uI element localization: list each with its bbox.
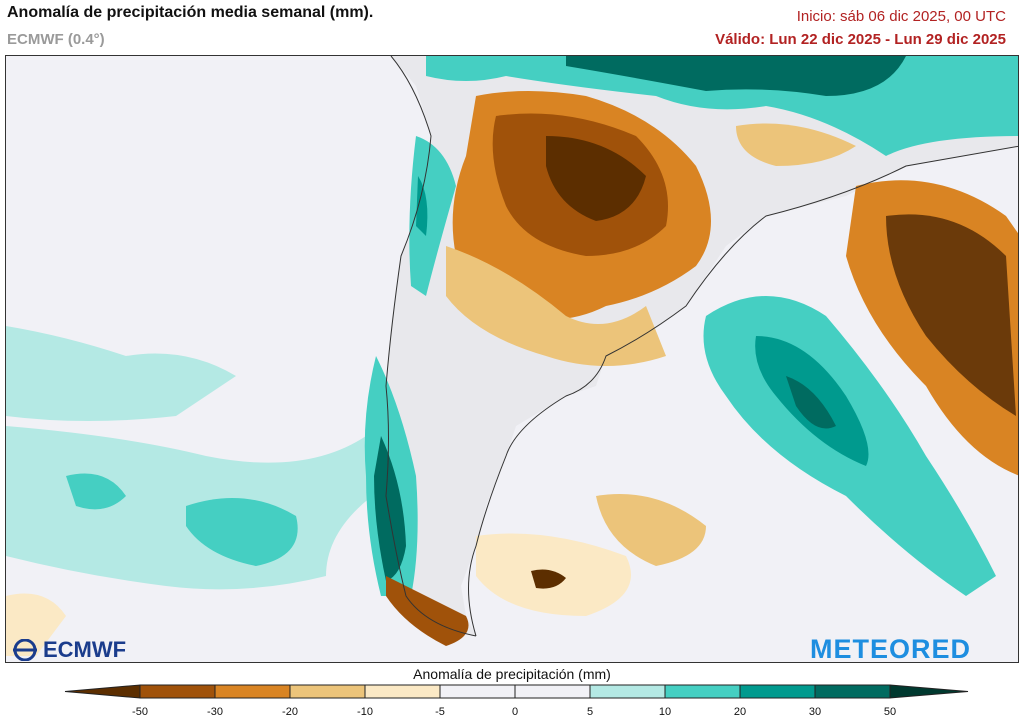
colorbar-segment <box>514 684 591 699</box>
map-title: Anomalía de precipitación media semanal … <box>7 4 374 21</box>
colorbar <box>64 684 969 699</box>
colorbar-tick-label: 5 <box>586 706 594 718</box>
colorbar-tick-label: 50 <box>883 706 897 718</box>
ecmwf-logo: ECMWF <box>10 637 126 663</box>
colorbar-tick-label: 20 <box>733 706 747 718</box>
colorbar-tick-label: 10 <box>658 706 672 718</box>
colorbar-tick-label: -30 <box>207 706 223 718</box>
colorbar-segment <box>814 684 891 699</box>
valid-period: Válido: Lun 22 dic 2025 - Lun 29 dic 202… <box>715 31 1006 48</box>
colorbar-tick-label: 30 <box>808 706 822 718</box>
ecmwf-logo-text: ECMWF <box>43 637 127 662</box>
colorbar-segment <box>289 684 366 699</box>
colorbar-segment <box>364 684 441 699</box>
ecmwf-logo-icon <box>13 639 37 661</box>
colorbar-segment <box>589 684 666 699</box>
colorbar-segment <box>214 684 291 699</box>
dry-area-south <box>596 494 706 566</box>
colorbar-extend-high <box>889 684 969 699</box>
meteored-logo: METEORED <box>810 634 972 664</box>
colorbar-segment <box>139 684 216 699</box>
colorbar-segment <box>439 684 516 699</box>
init-date: Inicio: sáb 06 dic 2025, 00 UTC <box>796 8 1006 25</box>
model-label: ECMWF (0.4°) <box>7 31 105 48</box>
colorbar-segment <box>664 684 741 699</box>
colorbar-tick-label: 0 <box>511 706 519 718</box>
wet-area-west <box>6 326 236 421</box>
coastline <box>385 56 1018 637</box>
colorbar-title: Anomalía de precipitación (mm) <box>413 666 611 682</box>
colorbar-extend-low <box>64 684 141 699</box>
colorbar-tick-label: -5 <box>435 706 445 718</box>
map-field <box>6 56 1018 656</box>
precipitation-anomaly-map <box>5 55 1019 663</box>
colorbar-tick-label: -20 <box>282 706 298 718</box>
colorbar-segment <box>739 684 816 699</box>
colorbar-tick-label: -10 <box>357 706 373 718</box>
colorbar-tick-label: -50 <box>132 706 148 718</box>
